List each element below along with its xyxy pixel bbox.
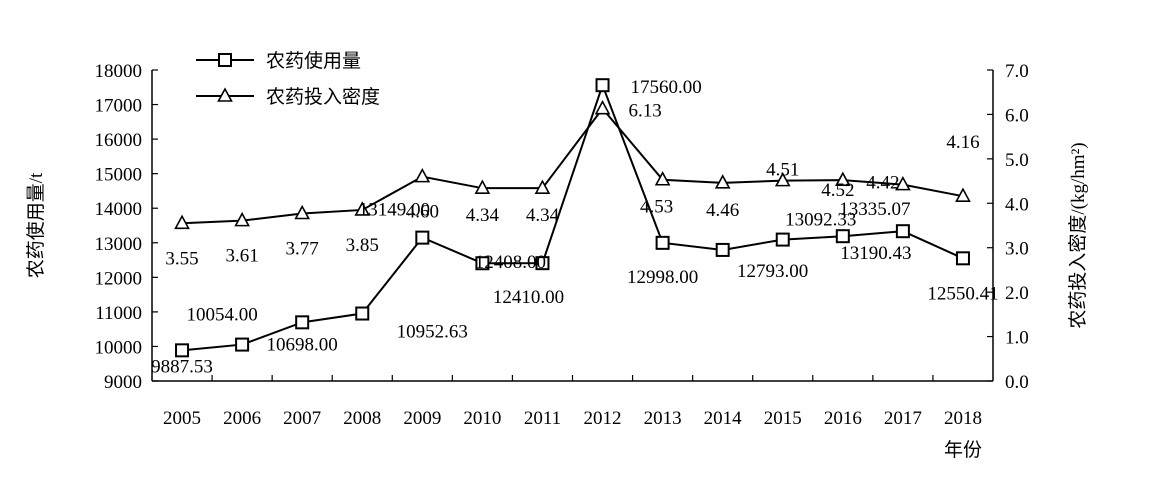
marker-triangle [354,201,371,216]
data-label-density: 4.42 [866,173,899,194]
marker-triangle [174,214,190,230]
y-right-tick-label: 5.0 [1005,150,1029,171]
data-label-usage: 13092.33 [785,210,856,231]
marker-square [835,229,850,244]
marker-triangle [534,179,551,194]
marker-square [775,232,790,247]
data-label-density: 4.53 [640,197,673,218]
marker-square [895,224,910,239]
x-tick-label: 2006 [223,408,261,429]
marker-square [295,315,310,330]
y-right-tick-label: 4.0 [1005,194,1029,215]
data-label-density: 4.34 [466,205,500,226]
data-label-density: 4.16 [946,132,979,153]
x-tick-label: 2007 [283,408,321,429]
y-left-axis-title: 农药使用量/t [25,172,47,278]
series-line-usage [181,82,964,352]
y-right-tick-label: 3.0 [1005,239,1029,260]
y-left-tick-label: 10000 [95,337,143,358]
data-label-usage: 12408.00 [475,252,546,273]
x-tick-label: 2015 [764,408,802,429]
x-tick-label: 2018 [944,408,982,429]
marker-triangle [294,204,311,220]
x-tick-label: 2012 [584,408,622,429]
x-tick-label: 2016 [824,408,862,429]
data-label-density: 3.85 [346,235,379,256]
marker-triangle [895,175,911,191]
data-label-usage: 10054.00 [186,305,257,326]
marker-square [235,337,250,352]
data-label-usage: 12998.00 [627,267,698,288]
marker-triangle [414,167,431,183]
y-left-tick-label: 9000 [104,372,142,393]
y-left-tick-label: 12000 [95,268,143,289]
marker-square [955,251,970,266]
marker-square [355,306,370,321]
marker-triangle [234,211,250,227]
y-right-tick-label: 6.0 [1005,105,1029,126]
y-right-axis-title: 农药投入密度/(kg/hm²) [1067,142,1089,328]
data-label-usage: 10698.00 [267,334,338,355]
x-tick-label: 2010 [463,408,501,429]
y-right-tick-label: 7.0 [1005,61,1029,82]
marker-triangle [654,171,671,186]
x-tick-label: 2014 [704,408,743,429]
marker-square [655,235,670,250]
marker-square [475,256,490,271]
marker-square [595,78,610,93]
legend-marker-triangle [217,87,233,102]
data-label-density: 4.34 [526,205,560,226]
data-label-density: 3.55 [165,248,198,269]
y-left-tick-label: 13000 [95,234,143,255]
data-label-density: 4.46 [706,200,739,221]
marker-triangle [714,174,731,189]
data-label-usage: 12793.00 [737,261,808,282]
legend-marker-square [218,53,232,67]
x-tick-label: 2011 [524,408,561,429]
y-left-tick-label: 18000 [95,61,143,82]
y-left-tick-label: 11000 [95,303,142,324]
x-tick-label: 2017 [884,408,922,429]
data-label-usage: 12550.41 [927,283,998,304]
y-left-tick-label: 14000 [95,199,143,220]
data-label-usage: 12410.00 [493,287,564,308]
marker-square [415,230,430,245]
y-left-tick-label: 16000 [95,130,143,151]
data-label-density: 4.51 [766,160,799,181]
marker-square [175,343,190,358]
data-label-density: 4.52 [821,180,854,201]
data-label-usage: 10952.63 [397,322,468,343]
y-right-tick-label: 2.0 [1005,283,1029,304]
x-tick-label: 2013 [644,408,682,429]
x-tick-label: 2009 [403,408,441,429]
data-label-usage: 13335.07 [839,199,910,220]
data-label-usage: 9887.53 [151,356,213,377]
y-right-tick-label: 1.0 [1005,328,1029,349]
data-label-usage: 13190.43 [840,243,911,264]
data-label-usage: 17560.00 [631,77,702,98]
y-right-tick-label: 0.0 [1005,372,1029,393]
marker-triangle [474,179,491,194]
marker-square [715,242,730,257]
data-label-usage: 13149.00 [359,200,430,221]
marker-triangle [774,171,791,187]
marker-triangle [955,187,971,202]
data-label-density: 3.77 [286,239,319,260]
y-left-tick-label: 17000 [95,96,143,117]
x-axis-title: 年份 [944,439,982,461]
legend-label-usage: 农药使用量 [266,50,361,72]
legend-label-density: 农药投入密度 [266,86,380,108]
data-label-density: 6.13 [629,101,662,122]
marker-triangle [834,171,851,186]
x-tick-label: 2005 [163,408,201,429]
x-tick-label: 2008 [343,408,381,429]
series-line-density [181,107,964,225]
marker-triangle [594,99,611,115]
data-label-density: 3.61 [225,246,258,267]
y-left-tick-label: 15000 [95,165,143,186]
data-label-density: 4.60 [406,202,439,223]
marker-square [535,256,550,271]
